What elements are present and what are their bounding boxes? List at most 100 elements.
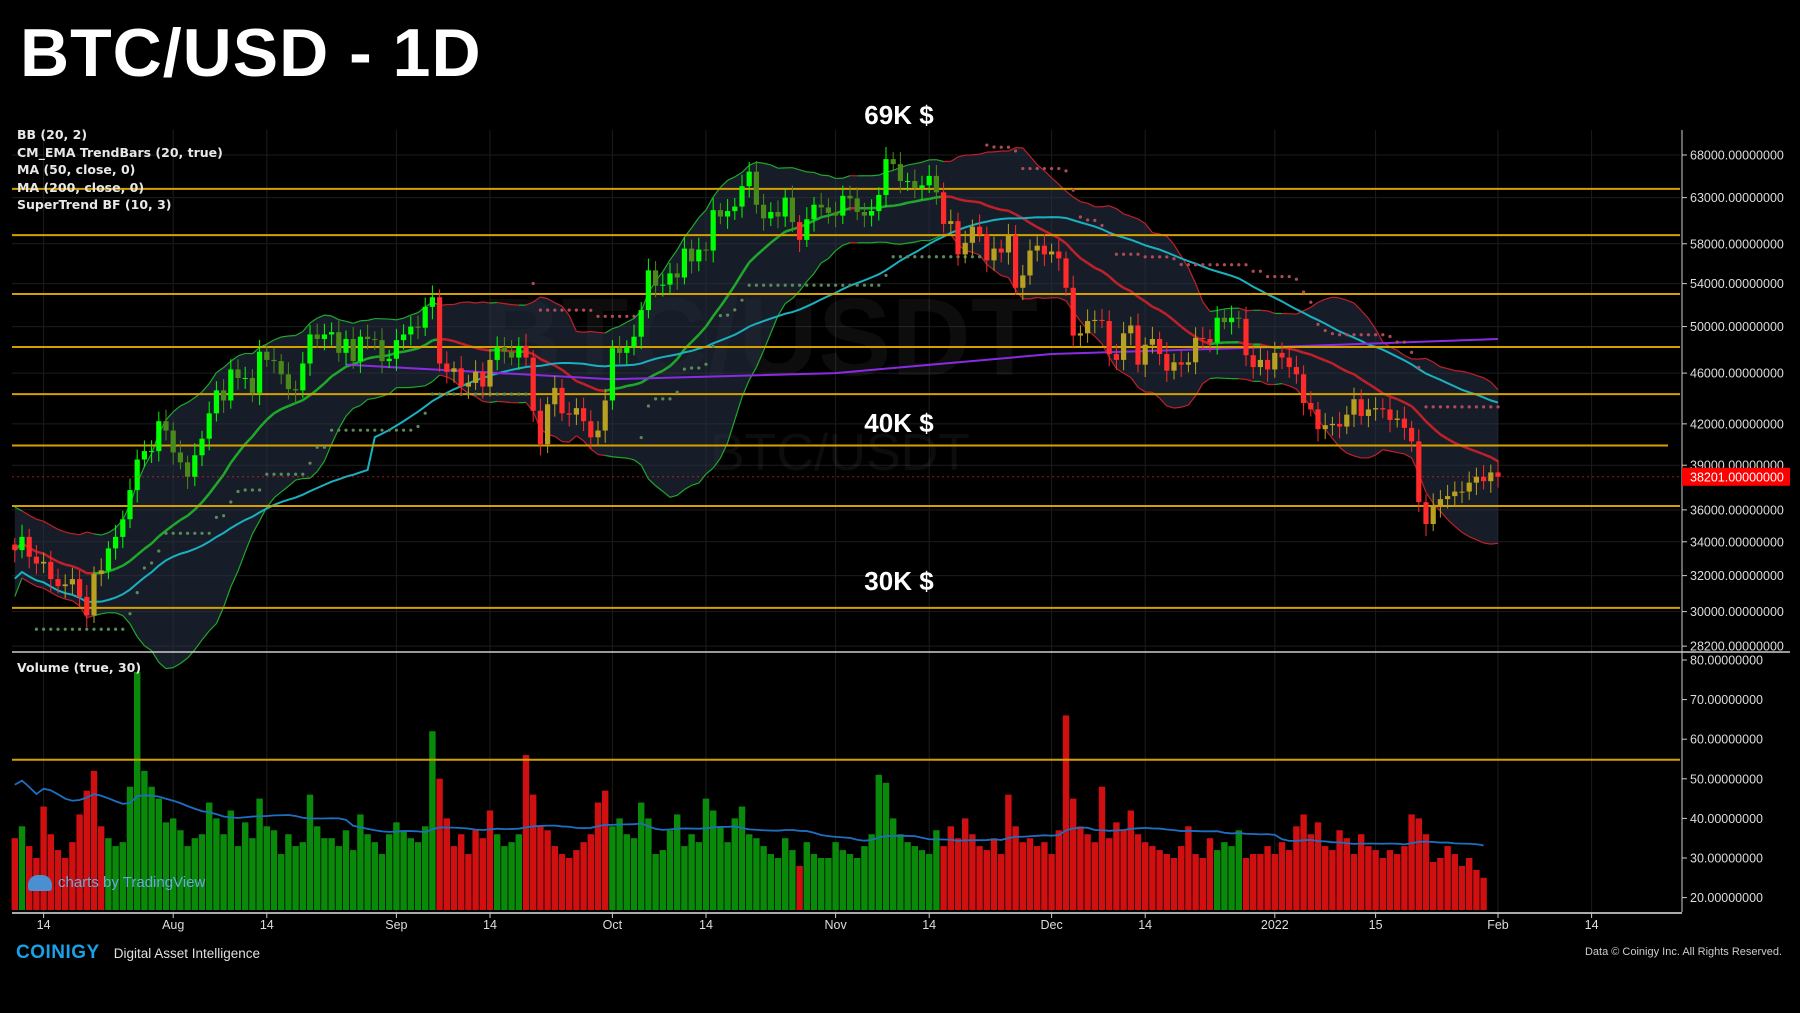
legend-supertrend[interactable]: SuperTrend BF (10, 3) (17, 197, 172, 212)
bollinger-lower-segment (1288, 385, 1297, 390)
candle-body (1236, 317, 1242, 319)
tradingview-badge[interactable]: charts by TradingView (28, 874, 205, 891)
bollinger-basis-segment (1288, 347, 1297, 352)
bollinger-basis-segment (1094, 266, 1103, 273)
bollinger-lower-segment (295, 478, 303, 481)
candle-body (768, 211, 774, 219)
volume-bar (256, 798, 263, 910)
candle-body (761, 204, 767, 219)
bollinger-upper-segment (1217, 308, 1225, 312)
volume-bar (839, 850, 846, 910)
bollinger-upper-segment (1440, 366, 1448, 370)
bollinger-lower-segment (554, 435, 563, 443)
volume-bar (1134, 834, 1142, 910)
bollinger-lower-segment (770, 315, 779, 334)
candle-body (509, 351, 515, 358)
bollinger-upper-segment (770, 164, 779, 169)
legend-ema-trendbars[interactable]: CM_EMA TrendBars (20, true) (17, 144, 223, 160)
volume-bar (1250, 854, 1257, 910)
supertrend-dot (870, 283, 874, 287)
bollinger-lower-segment (323, 443, 333, 462)
candle-body (501, 347, 507, 352)
bollinger-upper-segment (302, 322, 311, 332)
bollinger-upper-segment (576, 330, 584, 333)
bollinger-lower-segment (424, 381, 433, 387)
volume-bar (1041, 842, 1048, 910)
volume-bar (947, 826, 954, 910)
bollinger-lower-segment (187, 649, 196, 659)
volume-bar (825, 858, 832, 910)
bollinger-upper-segment (1483, 377, 1492, 383)
volume-bar (134, 671, 141, 910)
bollinger-basis-segment (453, 340, 462, 345)
bollinger-lower-segment (647, 478, 657, 487)
candle-body (537, 410, 543, 445)
supertrend-dot (610, 314, 615, 318)
supertrend-dot (344, 428, 348, 432)
bollinger-upper-segment (1353, 302, 1362, 311)
supertrend-dot (1071, 188, 1075, 192)
bollinger-lower-segment (669, 494, 678, 498)
legend-ma50[interactable]: MA (50, close, 0) (17, 162, 136, 177)
supertrend-dot (200, 531, 204, 535)
bollinger-upper-segment (50, 524, 59, 530)
bollinger-basis-segment (993, 206, 1002, 212)
volume-legend[interactable]: Volume (true, 30) (17, 660, 142, 675)
volume-bar (119, 842, 126, 910)
supertrend-dot (855, 283, 859, 287)
volume-bar (674, 814, 681, 910)
candle-body (401, 334, 407, 341)
candle-body (1020, 275, 1026, 288)
bollinger-lower-segment (431, 374, 441, 383)
bollinger-upper-segment (43, 520, 52, 526)
volume-bar (1005, 794, 1012, 910)
volume-bar (18, 826, 26, 910)
candle-body (818, 204, 824, 208)
bollinger-lower-segment (460, 387, 469, 395)
volume-bar (659, 850, 666, 910)
bollinger-lower-segment (136, 636, 145, 647)
legend-ma200[interactable]: MA (200, close, 0) (17, 179, 145, 195)
supertrend-dot (294, 472, 298, 476)
volume-bar (954, 838, 962, 910)
candle-body (1373, 408, 1379, 410)
bollinger-basis-segment (229, 452, 239, 464)
bollinger-upper-segment (734, 171, 743, 178)
legend-bb[interactable]: BB (20, 2) (17, 127, 88, 142)
supertrend-dot (560, 308, 564, 312)
supertrend-dot (78, 627, 82, 631)
supertrend-dot (668, 397, 672, 401)
bollinger-basis-segment (762, 241, 772, 251)
candle-body (120, 519, 126, 537)
ma200-line (345, 337, 1499, 381)
bollinger-lower-segment (1094, 335, 1103, 345)
bollinger-lower (14, 233, 1499, 670)
volume-bar (1163, 854, 1170, 910)
volume-bar (753, 838, 760, 910)
bollinger-basis-segment (1417, 412, 1427, 423)
bollinger-lower-segment (1007, 277, 1017, 291)
volume-bar (969, 834, 976, 910)
bollinger-basis-segment (1043, 229, 1053, 236)
bollinger-upper-segment (1187, 267, 1197, 284)
supertrend-dot (1006, 145, 1011, 149)
candle-body (1041, 245, 1047, 255)
bollinger-lower-segment (1173, 406, 1182, 409)
bollinger-upper-segment (295, 330, 304, 337)
supertrend-dot (1194, 263, 1198, 267)
volume-tick-label: 30.00000000 (1690, 852, 1763, 866)
candle-body (1387, 409, 1393, 420)
time-tick-label: 14 (1138, 918, 1152, 932)
bollinger-upper-segment (1108, 205, 1117, 210)
bollinger-lower-segment (633, 459, 642, 466)
price-tick-label: 32000.00000000 (1690, 569, 1784, 583)
supertrend-dot (690, 366, 694, 370)
supertrend-dot (1057, 166, 1061, 171)
bollinger-lower-segment (835, 244, 844, 252)
volume-bar (162, 822, 170, 910)
bollinger-lower-segment (1209, 377, 1218, 380)
bollinger-basis-segment (1439, 433, 1449, 441)
volume-bar (868, 834, 875, 910)
bollinger-upper-segment (590, 330, 599, 334)
